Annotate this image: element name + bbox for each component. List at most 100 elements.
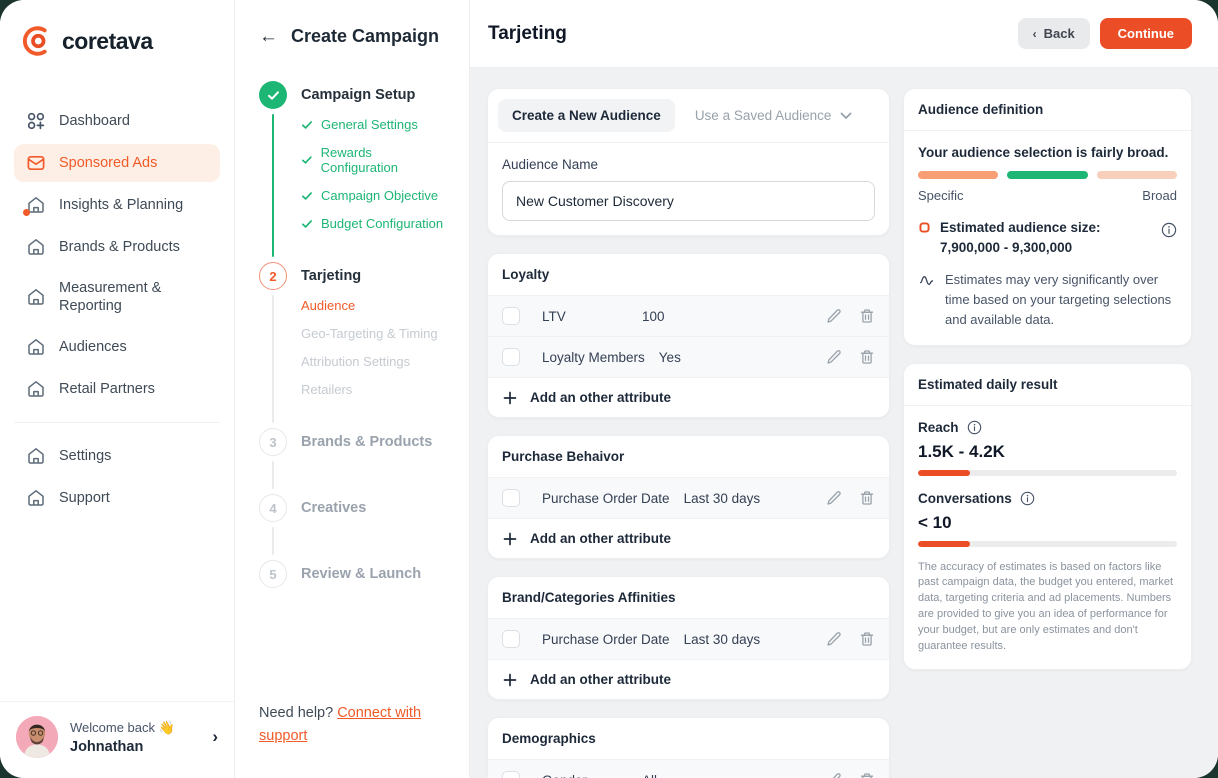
tab-use-saved-audience[interactable]: Use a Saved Audience (695, 108, 853, 123)
substep-general-settings[interactable]: General Settings (301, 117, 449, 132)
campaign-stepper-panel: ← Create Campaign Campaign Setup (235, 0, 470, 778)
main-content: Tarjeting ‹ Back Continue Create a New Au… (470, 0, 1218, 778)
row-checkbox[interactable] (502, 307, 520, 325)
plus-icon (503, 673, 517, 686)
wave-icon (919, 276, 934, 286)
add-attribute-button[interactable]: Add an other attribute (488, 659, 889, 699)
estimate-note-row: Estimates may very significantly over ti… (918, 270, 1177, 330)
step-brands-products[interactable]: 3 Brands & Products (259, 428, 449, 494)
add-attribute-button[interactable]: Add an other attribute (488, 377, 889, 417)
estimates-column: Audience definition Your audience select… (903, 88, 1192, 778)
info-icon[interactable] (967, 420, 982, 435)
stepper-header: ← Create Campaign (235, 0, 469, 75)
back-arrow-icon[interactable]: ← (259, 26, 278, 47)
attribute-group-brand-affinities: Brand/Categories Affinities Purchase Ord… (487, 576, 890, 700)
continue-button[interactable]: Continue (1099, 18, 1192, 49)
attribute-row: Purchase Order Date Last 30 days (488, 477, 889, 518)
substep-campaign-objective[interactable]: Campaign Objective (301, 188, 449, 203)
step-tarjeting[interactable]: 2 Tarjeting Audience Geo-Targeting & Tim… (259, 262, 449, 428)
step-title: Brands & Products (301, 434, 433, 450)
substep-rewards-configuration[interactable]: Rewards Configuration (301, 145, 449, 175)
attribute-group-demographics: Demographics Gender All Age 15 - 40 (487, 717, 890, 778)
step-rail: 4 (259, 494, 287, 560)
row-checkbox[interactable] (502, 489, 520, 507)
conversations-value: < 10 (918, 512, 952, 532)
step-creatives[interactable]: 4 Creatives (259, 494, 449, 560)
row-checkbox[interactable] (502, 348, 520, 366)
audience-breadth-meter (918, 171, 1177, 179)
edit-icon[interactable] (826, 349, 842, 365)
sidebar-divider (14, 422, 220, 424)
audience-name-input[interactable] (502, 181, 875, 221)
attribute-value: Last 30 days (683, 490, 761, 506)
row-actions (826, 490, 875, 506)
edit-icon[interactable] (826, 631, 842, 647)
sidebar-item-measurement-reporting[interactable]: Measurement & Reporting (14, 270, 220, 324)
substep-attribution-settings[interactable]: Attribution Settings (301, 354, 411, 369)
step-number: 5 (259, 560, 287, 588)
row-actions (826, 308, 875, 324)
sidebar-item-brands-products[interactable]: Brands & Products (14, 228, 220, 266)
step-title: Creatives (301, 500, 367, 516)
dashboard-icon (26, 111, 46, 131)
step-review-launch[interactable]: 5 Review & Launch (259, 560, 449, 588)
attribute-value: Yes (658, 349, 681, 365)
sidebar-item-settings[interactable]: Settings (14, 437, 220, 475)
attribute-row: Gender All (488, 759, 889, 778)
step-rail: 3 (259, 428, 287, 494)
check-icon (302, 191, 312, 200)
home-icon (26, 379, 46, 399)
sidebar-item-support[interactable]: Support (14, 479, 220, 517)
delete-icon[interactable] (859, 490, 875, 506)
meter-segment-current (1007, 171, 1088, 179)
brand-name: coretava (62, 27, 153, 54)
group-title: Loyalty (502, 267, 550, 282)
attribute-name: Loyalty Members (542, 349, 645, 365)
delete-icon[interactable] (859, 349, 875, 365)
substep-audience[interactable]: Audience (301, 298, 356, 313)
divider (904, 130, 1191, 131)
row-checkbox[interactable] (502, 630, 520, 648)
delete-icon[interactable] (859, 772, 875, 778)
profile-name: Johnathan (70, 738, 144, 755)
step-campaign-setup[interactable]: Campaign Setup General Settings Rewards … (259, 81, 449, 262)
sidebar-item-sponsored-ads[interactable]: Sponsored Ads (14, 144, 220, 182)
delete-icon[interactable] (859, 308, 875, 324)
step-number: 3 (259, 428, 287, 456)
sidebar-item-label: Audiences (59, 339, 127, 356)
plus-icon (503, 532, 517, 545)
connect-support-link[interactable]: Connect with support (259, 704, 422, 744)
sidebar-item-audiences[interactable]: Audiences (14, 328, 220, 366)
chevron-right-icon[interactable]: › (212, 727, 218, 746)
back-button[interactable]: ‹ Back (1017, 18, 1090, 49)
sidebar-item-insights-planning[interactable]: Insights & Planning (14, 186, 220, 224)
attribute-name: Purchase Order Date (542, 631, 670, 647)
edit-icon[interactable] (826, 490, 842, 506)
reach-bar (918, 469, 1177, 476)
sidebar-item-label: Settings (59, 448, 112, 465)
substep-budget-configuration[interactable]: Budget Configuration (301, 216, 449, 231)
add-attribute-button[interactable]: Add an other attribute (488, 518, 889, 558)
attribute-row: Purchase Order Date Last 30 days (488, 618, 889, 659)
reach-bar-fill (918, 469, 970, 476)
edit-icon[interactable] (826, 308, 842, 324)
sidebar-item-dashboard[interactable]: Dashboard (14, 102, 220, 140)
sidebar-item-retail-partners[interactable]: Retail Partners (14, 370, 220, 408)
tab-create-new-audience[interactable]: Create a New Audience (498, 99, 675, 132)
sidebar-item-label: Support (59, 490, 110, 507)
edit-icon[interactable] (826, 772, 842, 778)
substep-geo-targeting-timing[interactable]: Geo-Targeting & Timing (301, 326, 438, 341)
attribute-name: LTV (542, 308, 566, 324)
meter-scale-labels: Specific Broad (918, 188, 1177, 203)
divider (488, 142, 889, 143)
delete-icon[interactable] (859, 631, 875, 647)
conversations-label: Conversations (918, 490, 1012, 506)
row-checkbox[interactable] (502, 771, 520, 778)
profile-text: Welcome back 👋 Johnathan (70, 720, 200, 755)
substep-retailers[interactable]: Retailers (301, 382, 353, 397)
info-icon[interactable] (1161, 222, 1177, 238)
info-icon[interactable] (1020, 491, 1035, 506)
brand-logo: coretava (0, 0, 234, 88)
help-text: Need help? (259, 704, 338, 721)
profile-card[interactable]: Welcome back 👋 Johnathan › (16, 716, 218, 758)
